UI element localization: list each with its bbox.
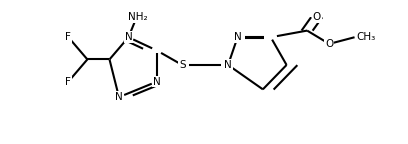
Text: F: F: [65, 77, 71, 87]
Text: O: O: [313, 12, 321, 22]
Text: NH₂: NH₂: [128, 12, 148, 22]
Text: N: N: [153, 77, 161, 87]
Text: N: N: [224, 60, 232, 70]
Text: O: O: [325, 39, 333, 49]
Text: F: F: [65, 32, 71, 42]
Text: N: N: [124, 32, 132, 42]
Text: S: S: [179, 60, 186, 70]
Text: N: N: [234, 32, 242, 42]
Text: CH₃: CH₃: [356, 32, 375, 42]
Text: N: N: [115, 92, 123, 102]
